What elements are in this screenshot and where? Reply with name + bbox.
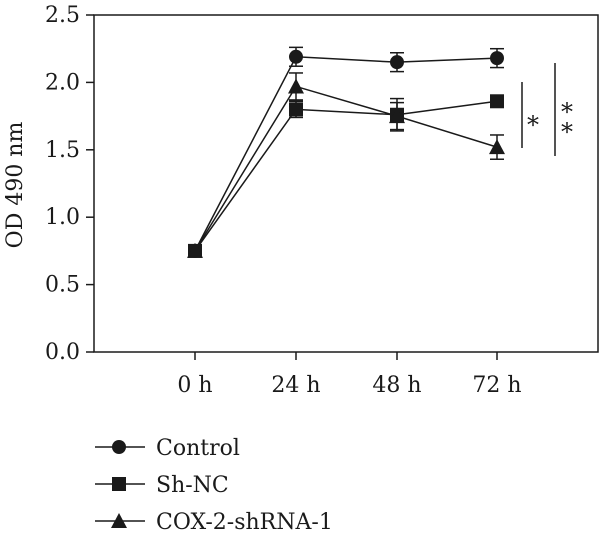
x-tick-label: 24 h: [271, 373, 320, 398]
legend: Control Sh-NC COX-2-shRNA-1: [95, 436, 333, 535]
series-line: [194, 85, 498, 252]
axes: 0.0 0.5 1.0 1.5 2.0 2.5 0 h 24 h 48 h 72 h: [45, 3, 599, 398]
y-tick-label: 0.5: [45, 273, 80, 298]
series-layer: * * *: [187, 46, 573, 258]
x-tick-label: 72 h: [472, 373, 521, 398]
legend-item-circle: Control: [95, 436, 240, 461]
legend-label: Sh-NC: [156, 473, 229, 498]
y-tick-label: 2.0: [45, 70, 80, 95]
y-axis-title: OD 490 nm: [3, 122, 28, 249]
legend-label: Control: [156, 436, 240, 461]
significance-annotations: * * *: [521, 63, 573, 156]
x-tick-label: 0 h: [177, 373, 212, 398]
y-tick-label: 0.0: [45, 340, 80, 365]
y-tick-label: 1.5: [45, 138, 80, 163]
y-tick-label: 1.0: [45, 205, 80, 230]
x-tick-label: 48 h: [372, 373, 421, 398]
legend-marker: [112, 440, 126, 454]
series-triangle: [187, 72, 505, 258]
data-point: [490, 94, 504, 109]
data-point: [390, 55, 404, 70]
series-circle: [188, 46, 504, 258]
legend-label: COX-2-shRNA-1: [156, 510, 333, 535]
data-point: [289, 49, 303, 64]
data-point: [490, 51, 504, 66]
significance-label: * *: [561, 98, 573, 146]
legend-item-triangle: COX-2-shRNA-1: [95, 510, 333, 535]
data-point: [489, 139, 505, 155]
data-point: [288, 78, 304, 94]
y-tick-label: 2.5: [45, 3, 80, 28]
data-point: [187, 242, 203, 258]
legend-marker: [112, 477, 126, 491]
data-point: [389, 108, 405, 124]
legend-marker: [111, 513, 127, 528]
series-line: [194, 100, 498, 252]
plot-frame: [93, 14, 599, 353]
series-line: [194, 56, 498, 252]
significance-label: *: [527, 111, 539, 139]
legend-item-square: Sh-NC: [95, 473, 229, 498]
data-point: [289, 102, 303, 117]
series-square: [188, 94, 504, 258]
